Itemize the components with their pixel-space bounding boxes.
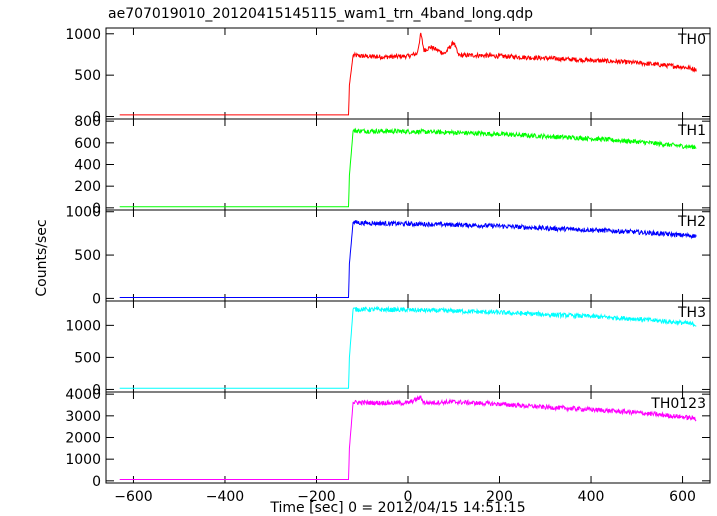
x-tick-label: −600	[114, 489, 152, 505]
panel-label: TH2	[677, 214, 706, 230]
y-tick-label: 1000	[65, 27, 101, 43]
panel-th0: 0 500 1000 TH0	[65, 27, 711, 126]
y-tick-label: 2000	[65, 431, 101, 447]
x-tick-label: −400	[206, 489, 244, 505]
y-tick-label: 0	[92, 382, 101, 398]
panel-frame	[105, 27, 711, 120]
series-line-th3	[119, 305, 697, 389]
x-axis-label: Time [sec] 0 = 2012/04/15 14:51:15	[269, 500, 525, 516]
y-tick-label: 0	[92, 110, 101, 126]
panel-label: TH0	[677, 32, 706, 48]
y-tick-label: 1000	[65, 452, 101, 468]
panel-th1: 0 200 400 600 800 TH1	[74, 114, 711, 217]
x-tick-label: 200	[486, 489, 513, 505]
series-line-th1	[119, 127, 697, 208]
y-tick-label: 0	[92, 291, 101, 307]
y-tick-label: 500	[74, 68, 101, 84]
y-tick-label: 1000	[65, 318, 101, 334]
y-tick-label: 0	[92, 474, 101, 490]
y-axis-label: Counts/sec	[34, 219, 50, 296]
y-tick-label: 800	[74, 114, 101, 130]
y-tick-label: 500	[74, 248, 101, 264]
series-line-th2	[119, 219, 697, 298]
chart-title: ae707019010_20120415145115_wam1_trn_4ban…	[108, 6, 533, 22]
x-tick-label: −200	[297, 489, 335, 505]
panel-frame	[105, 391, 711, 484]
series-line-th0123	[119, 395, 697, 480]
panel-label: TH0123	[650, 396, 706, 412]
panel-stack: 0 500 1000 TH0 0 200 400 600 800 TH1 0 500 1000 TH2 0 5…	[65, 27, 711, 505]
x-tick-label: 0	[404, 489, 413, 505]
panel-label: TH3	[677, 305, 706, 321]
y-tick-label: 1000	[65, 205, 101, 221]
y-tick-label: 0	[92, 201, 101, 217]
panel-frame	[105, 300, 711, 393]
panel-frame	[105, 118, 711, 211]
panel-th3: 0 500 1000 TH3	[65, 300, 711, 398]
series-line-th0	[119, 32, 697, 116]
y-tick-label: 4000	[65, 387, 101, 403]
panel-label: TH1	[677, 123, 706, 139]
x-tick-label: 400	[578, 489, 605, 505]
x-tick-label: 600	[669, 489, 696, 505]
y-tick-label: 600	[74, 136, 101, 152]
panel-th2: 0 500 1000 TH2	[65, 205, 711, 307]
y-tick-label: 500	[74, 350, 101, 366]
y-tick-label: 200	[74, 179, 101, 195]
y-tick-label: 3000	[65, 409, 101, 425]
y-tick-label: 400	[74, 158, 101, 174]
panel-th0123: 0 1000 2000 3000 4000 TH0123	[65, 387, 711, 490]
